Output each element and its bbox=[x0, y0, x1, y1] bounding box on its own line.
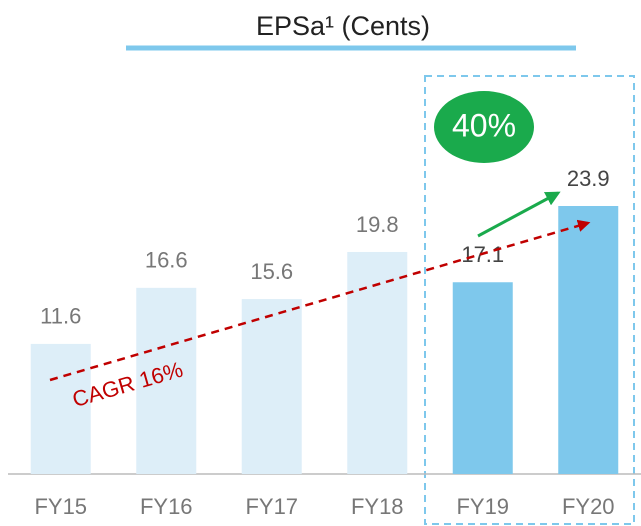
bar bbox=[558, 206, 619, 474]
highlight-box bbox=[424, 75, 635, 525]
value-label: 16.6 bbox=[145, 248, 188, 273]
chart-title: EPSa¹ (Cents) bbox=[256, 11, 430, 41]
growth-badge bbox=[434, 91, 534, 163]
value-label: 11.6 bbox=[40, 304, 81, 329]
bar bbox=[241, 299, 302, 474]
x-tick-label: FY20 bbox=[562, 494, 615, 519]
value-label: 15.6 bbox=[250, 259, 293, 284]
cagr-arrow bbox=[49, 219, 591, 382]
bars: 11.6FY1516.6FY1615.6FY1719.8FY1817.1FY19… bbox=[30, 166, 619, 519]
value-label: 23.9 bbox=[567, 166, 610, 191]
x-tick-label: FY15 bbox=[34, 494, 87, 519]
bar bbox=[136, 287, 197, 474]
bar bbox=[347, 251, 408, 474]
x-tick-label: FY16 bbox=[140, 494, 193, 519]
growth-arrow bbox=[477, 191, 561, 238]
x-tick-label: FY19 bbox=[456, 494, 509, 519]
bar bbox=[452, 282, 513, 474]
x-tick-label: FY17 bbox=[245, 494, 298, 519]
value-label: 19.8 bbox=[356, 212, 399, 237]
bar bbox=[30, 343, 91, 474]
growth-label: 40% bbox=[452, 107, 516, 143]
x-tick-label: FY18 bbox=[351, 494, 404, 519]
